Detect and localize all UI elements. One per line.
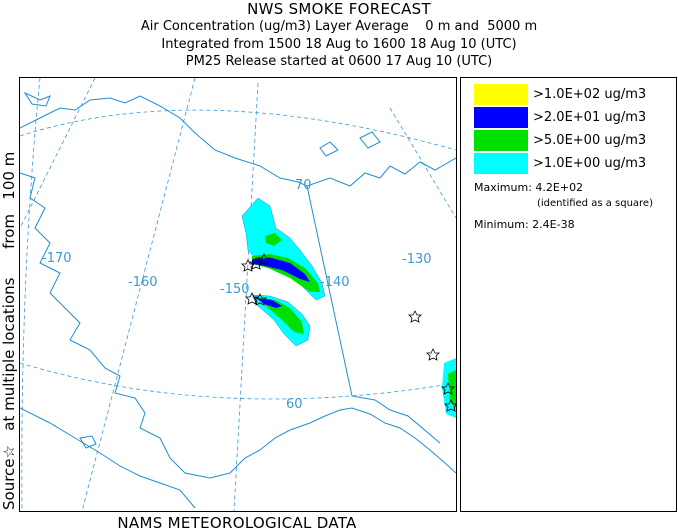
legend-minimum: Minimum: 2.4E-38 — [474, 218, 575, 231]
parallel-label-70: 70 — [295, 178, 312, 193]
legend-label-20: >2.0E+01 ug/m3 — [533, 110, 647, 125]
map-canvas: -170 -160 -150 -140 -130 70 60 — [20, 78, 456, 511]
smoke-plume-southeast — [442, 358, 456, 418]
source-side-label: Source☆ at multiple locations from 100 m — [0, 151, 18, 510]
legend-swatch-cyan — [474, 153, 528, 174]
plume-green — [256, 297, 304, 334]
coastline-north — [20, 95, 456, 187]
coastline-island — [79, 435, 97, 449]
forecast-title: NWS SMOKE FORECAST — [247, 0, 431, 18]
coastline-island — [359, 131, 381, 149]
meridian-label-140: -140 — [320, 275, 350, 290]
border-line — [306, 185, 441, 444]
fire-source-stars — [241, 253, 456, 412]
subtitle-release-time: PM25 Release started at 0600 17 Aug 10 (… — [185, 54, 493, 69]
grid-labels: -170 -160 -150 -140 -130 70 60 — [42, 178, 432, 412]
meridian-label-150: -150 — [220, 282, 250, 297]
meteorological-data-footer: NAMS METEOROLOGICAL DATA — [117, 514, 357, 532]
source-star — [245, 292, 259, 305]
parallel-line — [20, 109, 456, 151]
legend-swatch-yellow — [474, 84, 528, 105]
legend-label-5: >5.0E+00 ug/m3 — [533, 133, 647, 148]
smoke-map: -170 -160 -150 -140 -130 70 60 — [19, 77, 457, 512]
coastline-peninsula — [20, 407, 196, 509]
source-star — [408, 310, 422, 323]
source-star — [426, 348, 440, 361]
plume-cyan — [251, 294, 311, 347]
meridian-line — [81, 78, 196, 511]
smoke-plume-lower — [251, 294, 311, 347]
legend-maximum-note: (identified as a square) — [537, 198, 653, 209]
source-star — [257, 253, 271, 266]
meridian-label-130: -130 — [402, 252, 432, 267]
coastline — [20, 91, 456, 509]
meridian-line — [389, 107, 456, 219]
parallel-line — [20, 362, 456, 400]
parallel-line — [21, 78, 41, 511]
source-star — [441, 382, 455, 395]
meridian-label-160: -160 — [128, 275, 158, 290]
coastline-south — [229, 407, 456, 474]
subtitle-concentration: Air Concentration (ug/m3) Layer Average … — [140, 19, 538, 34]
legend-maximum: Maximum: 4.2E+02 — [474, 181, 584, 194]
meridian-label-170: -170 — [42, 251, 72, 266]
source-star — [241, 259, 255, 272]
meridian-line — [20, 78, 96, 229]
legend-label-1: >1.0E+00 ug/m3 — [533, 156, 647, 171]
meridian-line — [233, 82, 259, 511]
legend-swatch-green — [474, 130, 528, 151]
graticule — [20, 78, 456, 511]
parallel-label-60: 60 — [286, 397, 303, 412]
source-star — [253, 293, 267, 306]
source-star — [444, 399, 456, 412]
subtitle-integration-period: Integrated from 1500 18 Aug to 1600 18 A… — [161, 37, 517, 52]
plume-blue — [256, 298, 282, 308]
coastline-island — [319, 141, 339, 157]
legend: >1.0E+02 ug/m3 >2.0E+01 ug/m3 >5.0E+00 u… — [460, 77, 677, 512]
coastline-island — [23, 91, 51, 107]
coastline-west — [20, 172, 231, 479]
plume-green-patch — [265, 233, 282, 246]
legend-label-100: >1.0E+02 ug/m3 — [533, 87, 647, 102]
legend-swatch-blue — [474, 107, 528, 128]
